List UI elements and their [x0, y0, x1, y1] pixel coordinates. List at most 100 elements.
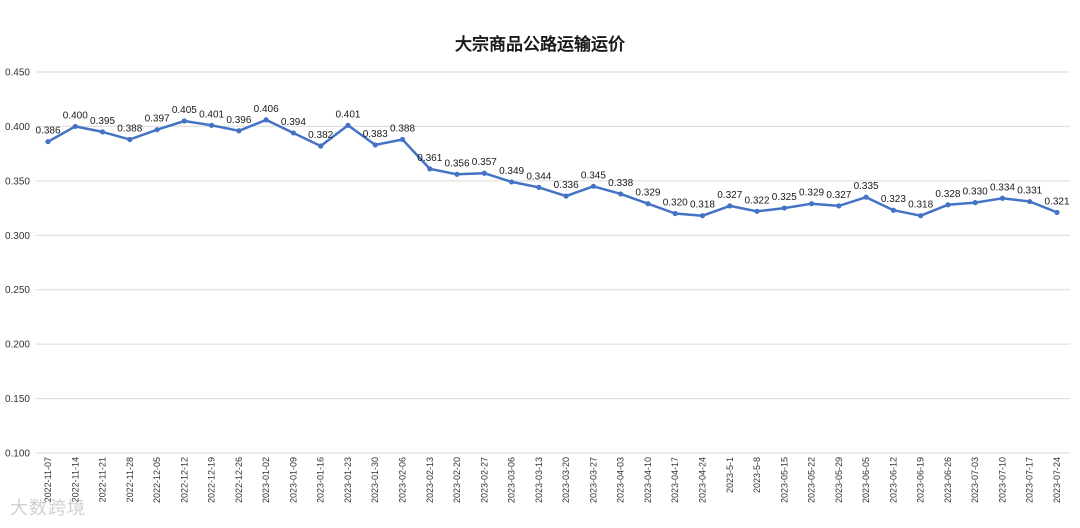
data-label: 0.329	[635, 188, 660, 199]
x-tick-label: 2023-05-15	[779, 457, 789, 503]
x-tick-label: 2023-03-27	[588, 457, 598, 503]
data-point	[263, 117, 269, 123]
data-point	[672, 210, 678, 217]
data-label: 0.320	[663, 198, 688, 209]
x-tick-label: 2022-12-05	[152, 457, 162, 503]
data-label: 0.318	[908, 200, 933, 211]
data-label: 0.334	[990, 182, 1015, 193]
data-point	[618, 191, 624, 197]
x-tick-label: 2022-11-28	[125, 457, 135, 502]
data-point	[481, 170, 487, 176]
x-tick-label: 2023-07-17	[1025, 457, 1035, 503]
data-point	[399, 136, 406, 143]
x-tick-label: 2022-12-26	[234, 457, 244, 503]
data-point	[154, 127, 160, 133]
data-point	[127, 136, 133, 143]
gridlines	[36, 71, 1070, 454]
data-label: 0.388	[117, 123, 142, 134]
data-label: 0.388	[390, 123, 415, 134]
x-tick-label: 2023-07-24	[1052, 457, 1062, 503]
data-point	[836, 203, 842, 209]
data-label: 0.401	[335, 109, 360, 120]
x-tick-label: 2023-04-24	[697, 457, 707, 503]
data-point	[781, 205, 787, 211]
series-line	[45, 117, 1060, 219]
data-label: 0.382	[308, 130, 333, 141]
x-tick-label: 2022-11-07	[43, 457, 53, 502]
x-tick-label: 2023-5-1	[725, 457, 735, 493]
data-label: 0.357	[472, 157, 497, 168]
x-tick-label: 2023-06-12	[888, 457, 898, 503]
data-label: 0.321	[1044, 196, 1069, 207]
data-point	[536, 184, 542, 190]
data-label: 0.336	[554, 180, 579, 191]
data-point	[427, 166, 433, 172]
data-label: 0.335	[854, 181, 879, 192]
x-tick-label: 2023-5-8	[752, 457, 762, 493]
data-point	[236, 128, 242, 134]
data-label: 0.386	[35, 126, 60, 137]
data-label: 0.327	[717, 190, 742, 201]
x-tick-label: 2023-06-05	[861, 457, 871, 503]
data-point	[209, 122, 215, 128]
data-point	[290, 130, 297, 136]
data-label: 0.327	[826, 190, 851, 201]
x-tick-label: 2023-07-10	[997, 457, 1007, 503]
data-label: 0.325	[772, 192, 797, 203]
x-tick-label: 2023-01-23	[343, 457, 353, 503]
data-point	[645, 201, 651, 207]
x-tick-label: 2023-03-06	[507, 457, 517, 503]
x-tick-label: 2023-04-17	[670, 457, 680, 503]
data-point	[454, 171, 460, 177]
data-point	[699, 213, 706, 219]
data-label: 0.383	[363, 129, 388, 140]
data-point	[72, 123, 78, 130]
y-tick-label: 0.400	[5, 122, 30, 133]
x-tick-label: 2023-03-20	[561, 457, 571, 503]
data-label: 0.361	[417, 153, 442, 164]
y-tick-label: 0.450	[5, 68, 30, 79]
x-tick-label: 2023-04-10	[643, 457, 653, 503]
data-point	[1054, 209, 1060, 216]
data-label: 0.401	[199, 109, 224, 120]
x-tick-label: 2023-01-16	[316, 457, 326, 503]
x-tick-label: 2022-11-21	[98, 457, 108, 502]
data-point	[563, 193, 569, 199]
x-tick-label: 2023-06-19	[916, 457, 926, 503]
x-axis: 2022-11-07 2022-11-14 2022-11-21 2022-11-28…	[43, 457, 1062, 503]
y-tick-label: 0.250	[5, 285, 30, 296]
x-tick-label: 2023-02-27	[479, 457, 489, 503]
data-point	[808, 201, 815, 207]
data-point	[890, 207, 896, 213]
data-point	[754, 208, 760, 214]
data-point	[99, 129, 106, 135]
y-tick-label: 0.150	[5, 394, 30, 405]
data-label: 0.338	[608, 178, 633, 189]
y-axis: 0.100 0.150 0.200 0.250 0.300 0.350 0.400 0.450	[5, 68, 30, 460]
data-label: 0.345	[581, 170, 606, 181]
data-point	[945, 202, 951, 208]
watermark-text: 大数跨境	[10, 498, 86, 519]
data-point	[863, 194, 869, 200]
data-label: 0.394	[281, 117, 306, 128]
x-tick-label: 2022-11-14	[70, 457, 80, 502]
data-label: 0.400	[63, 110, 88, 121]
data-label: 0.406	[254, 104, 279, 115]
data-label: 0.344	[526, 171, 551, 182]
data-point	[508, 179, 515, 185]
x-tick-label: 2023-01-30	[370, 457, 380, 503]
x-tick-label: 2023-02-06	[398, 457, 408, 503]
data-point	[918, 213, 924, 219]
data-label: 0.405	[172, 105, 197, 116]
chart-title: 大宗商品公路运输运价	[455, 34, 626, 55]
series-line-path	[47, 118, 1058, 217]
y-tick-label: 0.350	[5, 176, 30, 187]
x-tick-label: 2023-01-09	[288, 457, 298, 503]
data-label: 0.328	[935, 189, 960, 200]
data-label: 0.329	[799, 188, 824, 199]
x-tick-label: 2022-12-19	[207, 457, 217, 503]
data-label: 0.397	[145, 114, 170, 125]
data-label: 0.330	[963, 187, 988, 198]
